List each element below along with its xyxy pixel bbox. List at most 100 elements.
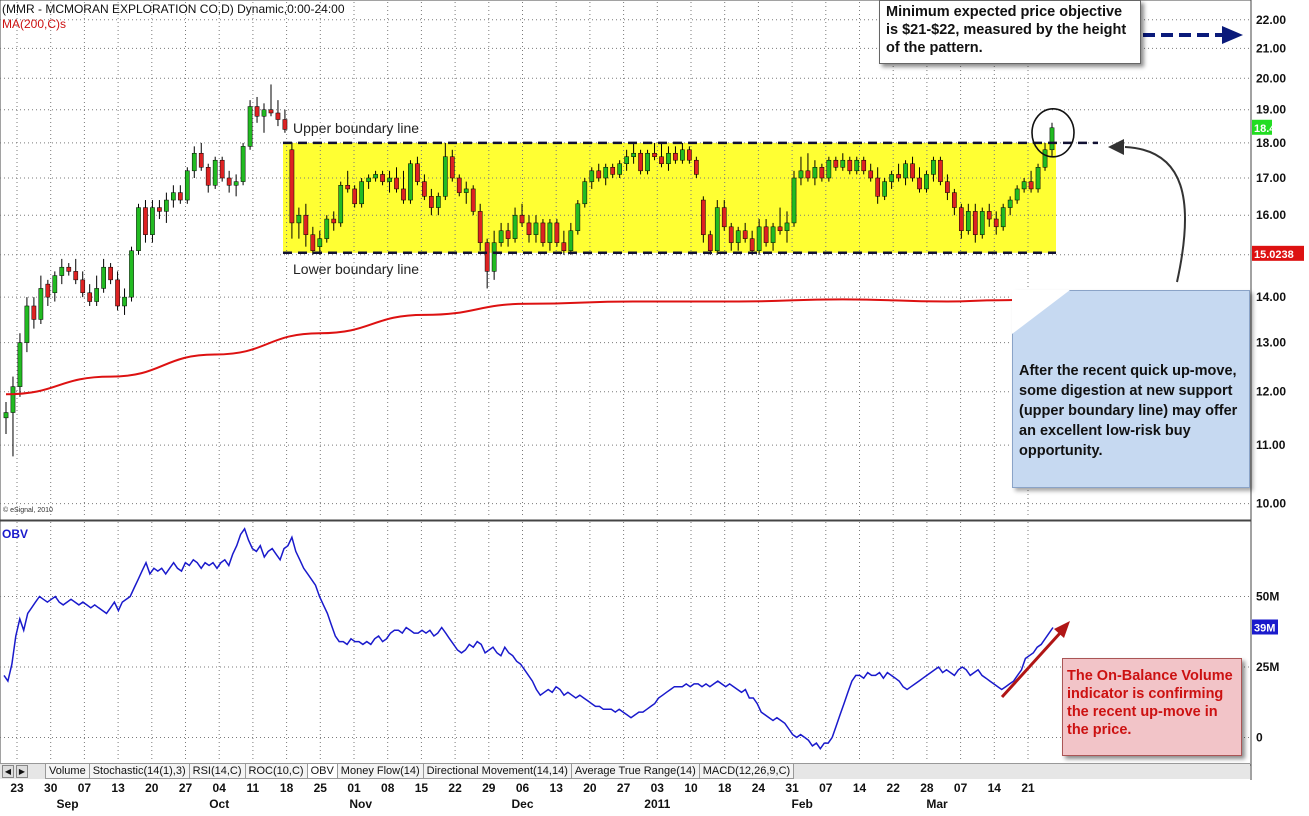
obv-line: [3, 527, 1054, 751]
candle-body: [952, 192, 957, 208]
candle-body: [296, 214, 302, 224]
candle-body: [505, 230, 511, 239]
tab-scroll-left-icon[interactable]: ◀: [2, 765, 14, 778]
candle-body: [352, 188, 358, 205]
ma-legend-label: MA(200,C)s: [2, 17, 66, 31]
indicator-tab[interactable]: Money Flow(14): [336, 764, 424, 779]
candle-body: [742, 230, 748, 239]
candle-body: [442, 156, 448, 197]
indicator-tab[interactable]: Average True Range(14): [570, 764, 700, 779]
candle-body: [868, 170, 874, 179]
candle-body: [1014, 188, 1020, 201]
candle-body: [875, 177, 881, 197]
candle-body: [345, 185, 351, 190]
tab-scroll-right-icon[interactable]: ▶: [16, 765, 28, 778]
candle-body: [408, 163, 413, 201]
candle-body: [1042, 149, 1048, 168]
candle-body: [840, 159, 846, 168]
indicator-tab[interactable]: OBV: [306, 764, 338, 779]
candle-body: [993, 218, 999, 228]
candle-body: [854, 159, 860, 172]
obv-arrowhead: [1054, 621, 1070, 638]
date-tick-label: 07: [78, 781, 92, 795]
candle-body: [212, 159, 218, 186]
date-tick-label: 25: [314, 781, 328, 795]
ma-value-badge: [1252, 245, 1304, 261]
month-label: Dec: [511, 797, 533, 811]
date-tick-label: 31: [785, 781, 799, 795]
indicator-tab[interactable]: MACD(12,26,9,C): [698, 764, 795, 779]
date-tick-label: 22: [887, 781, 901, 795]
candle-body: [931, 159, 936, 175]
date-tick-label: 07: [819, 781, 833, 795]
date-tick-label: 03: [651, 781, 665, 795]
candle-body: [205, 167, 211, 186]
date-tick-label: 01: [347, 781, 361, 795]
date-tick-label: 20: [583, 781, 597, 795]
date-tick-label: 23: [10, 781, 24, 795]
candle-body: [554, 222, 560, 243]
candle-body: [728, 226, 734, 243]
price-tick-label: 19.00: [1256, 103, 1286, 117]
candle-body: [903, 163, 908, 179]
candle-body: [108, 266, 113, 281]
candle-body: [1007, 199, 1013, 208]
candle-body: [749, 238, 755, 251]
upper-boundary-label: Upper boundary line: [293, 120, 419, 136]
candle-body: [652, 152, 657, 157]
candle-body: [1028, 181, 1034, 190]
date-tick-label: 15: [415, 781, 429, 795]
candle-body: [945, 181, 950, 193]
candle-body: [157, 207, 162, 212]
indicator-tab[interactable]: Directional Movement(14,14): [422, 764, 572, 779]
candle-body: [659, 156, 664, 164]
candle-body: [122, 296, 127, 307]
candle-body: [805, 170, 811, 179]
obv-tick-label: 50M: [1256, 589, 1279, 603]
candle-body: [972, 211, 978, 235]
candle-body: [463, 188, 469, 193]
candle-body: [45, 283, 51, 298]
candle-body: [694, 159, 699, 175]
candle-body: [87, 292, 93, 302]
candle-body: [798, 170, 804, 179]
candle-body: [240, 146, 246, 182]
date-tick-label: 28: [920, 781, 934, 795]
candle-body: [491, 242, 497, 272]
indicator-tab[interactable]: RSI(14,C): [188, 764, 246, 779]
candle-body: [136, 207, 141, 251]
obv-arrow-line: [1000, 630, 1063, 699]
breakout-circle: [1031, 107, 1075, 158]
candle-body: [784, 222, 790, 231]
candle-body: [31, 305, 37, 320]
candle-body: [73, 271, 79, 281]
candle-body: [526, 222, 532, 235]
candle-body: [150, 207, 155, 235]
candle-body: [171, 192, 176, 201]
candle-body: [226, 177, 232, 186]
candle-body: [143, 207, 148, 235]
indicator-tab[interactable]: Stochastic(14(1),3): [88, 764, 190, 779]
price-tick-label: 14.00: [1256, 290, 1286, 304]
candle-body: [519, 214, 525, 224]
indicator-tab[interactable]: Volume: [45, 764, 90, 779]
candle-body: [819, 167, 825, 179]
candle-body: [387, 177, 392, 182]
obv-label: OBV: [2, 527, 28, 541]
lower-boundary-label: Lower boundary line: [293, 261, 419, 277]
candle-body: [477, 211, 483, 243]
candle-body: [770, 226, 776, 243]
candle-body: [317, 238, 323, 247]
candle-body: [101, 266, 106, 289]
candle-body: [80, 279, 86, 294]
candle-body: [756, 226, 762, 251]
candle-body: [589, 170, 595, 182]
candle-body: [449, 156, 455, 179]
candle-body: [714, 207, 720, 251]
callout-fold-corner: [1012, 290, 1070, 334]
indicator-tab[interactable]: ROC(10,C): [244, 764, 308, 779]
candle-body: [289, 149, 295, 224]
candle-body: [435, 196, 441, 208]
candle-body: [896, 174, 901, 179]
